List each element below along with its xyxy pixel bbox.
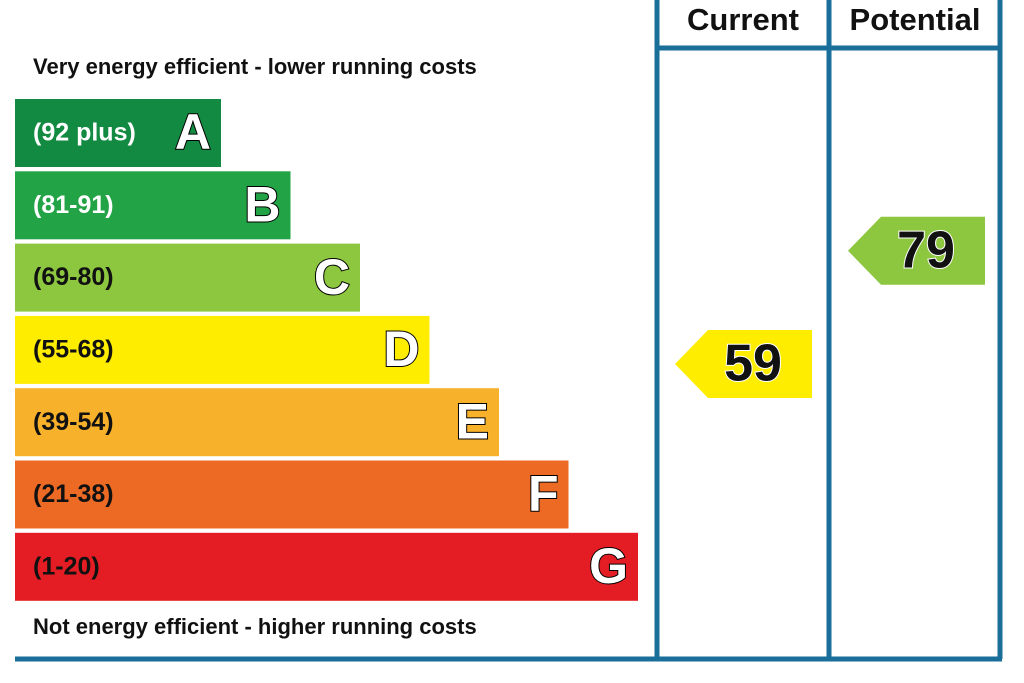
band-range: (55-68): [33, 336, 114, 364]
band-range: (69-80): [33, 263, 114, 291]
band-letter: C: [314, 249, 350, 305]
rating-arrow: [675, 329, 812, 398]
column-header: Potential: [850, 2, 981, 37]
band-range: (21-38): [33, 480, 114, 508]
band-range: (39-54): [33, 408, 114, 436]
band-letter: F: [528, 466, 559, 522]
band-letter: E: [456, 393, 489, 449]
band: [15, 243, 360, 312]
band-range: (81-91): [33, 191, 114, 219]
band: [15, 460, 569, 529]
band-range: (1-20): [33, 552, 100, 580]
band-letter: A: [175, 104, 211, 160]
band-letter: G: [589, 538, 628, 594]
rating-arrow: [848, 216, 985, 285]
rating-value: 79: [897, 222, 955, 280]
band: [15, 99, 221, 167]
column-header: Current: [687, 2, 799, 37]
top-note: Very energy efficient - lower running co…: [33, 54, 477, 79]
band: [15, 532, 638, 601]
band-letter: D: [383, 321, 419, 377]
rating-value: 59: [724, 335, 782, 393]
band: [15, 388, 499, 457]
band-letter: B: [244, 177, 280, 233]
band: [15, 315, 430, 384]
bottom-note: Not energy efficient - higher running co…: [33, 614, 477, 639]
band-range: (92 plus): [33, 119, 136, 147]
band: [15, 171, 291, 240]
